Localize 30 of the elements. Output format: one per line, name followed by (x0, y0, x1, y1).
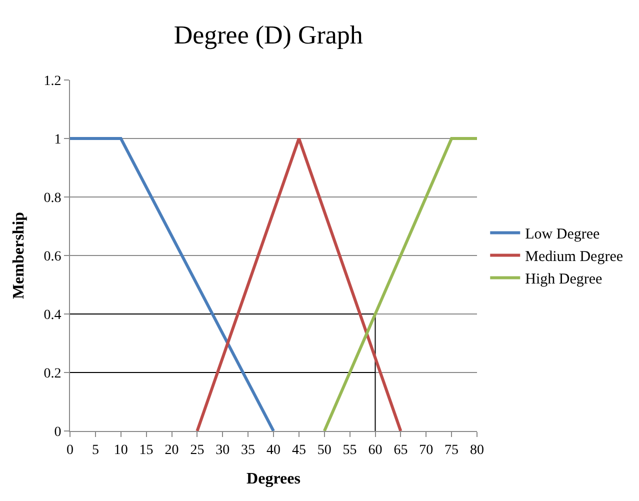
x-tick-label: 30 (216, 442, 230, 458)
legend-label: High Degree (525, 272, 603, 288)
y-axis-title: Membership (10, 212, 28, 300)
x-axis-title: Degrees (246, 470, 300, 488)
y-tick-label: 1.2 (44, 74, 62, 89)
x-tick-label: 75 (444, 442, 459, 458)
x-tick-label: 70 (419, 442, 434, 458)
legend-label: Low Degree (525, 226, 600, 243)
y-tick-label: 0 (54, 424, 62, 440)
x-tick-label: 65 (394, 442, 408, 458)
x-tick-label: 15 (139, 442, 154, 458)
y-tick-label: 0.2 (44, 366, 62, 382)
y-tick-label: 0.8 (44, 190, 62, 206)
y-tick-label: 1 (54, 132, 62, 148)
x-tick-label: 45 (292, 442, 306, 458)
x-tick-label: 40 (266, 442, 280, 458)
x-tick-label: 50 (317, 442, 332, 458)
x-tick-label: 80 (470, 442, 484, 458)
x-tick-label: 55 (342, 442, 357, 458)
x-tick-label: 35 (241, 442, 256, 458)
x-tick-label: 5 (92, 442, 99, 458)
x-tick-label: 60 (368, 442, 382, 458)
x-tick-label: 20 (164, 442, 179, 458)
legend-label: Medium Degree (525, 249, 624, 266)
y-tick-label: 0.6 (44, 249, 62, 264)
x-tick-label: 0 (66, 442, 74, 458)
y-tick-label: 0.4 (44, 308, 62, 323)
chart-title: Degree (D) Graph (174, 20, 363, 50)
x-tick-label: 25 (190, 442, 204, 458)
x-tick-label: 10 (114, 442, 128, 458)
